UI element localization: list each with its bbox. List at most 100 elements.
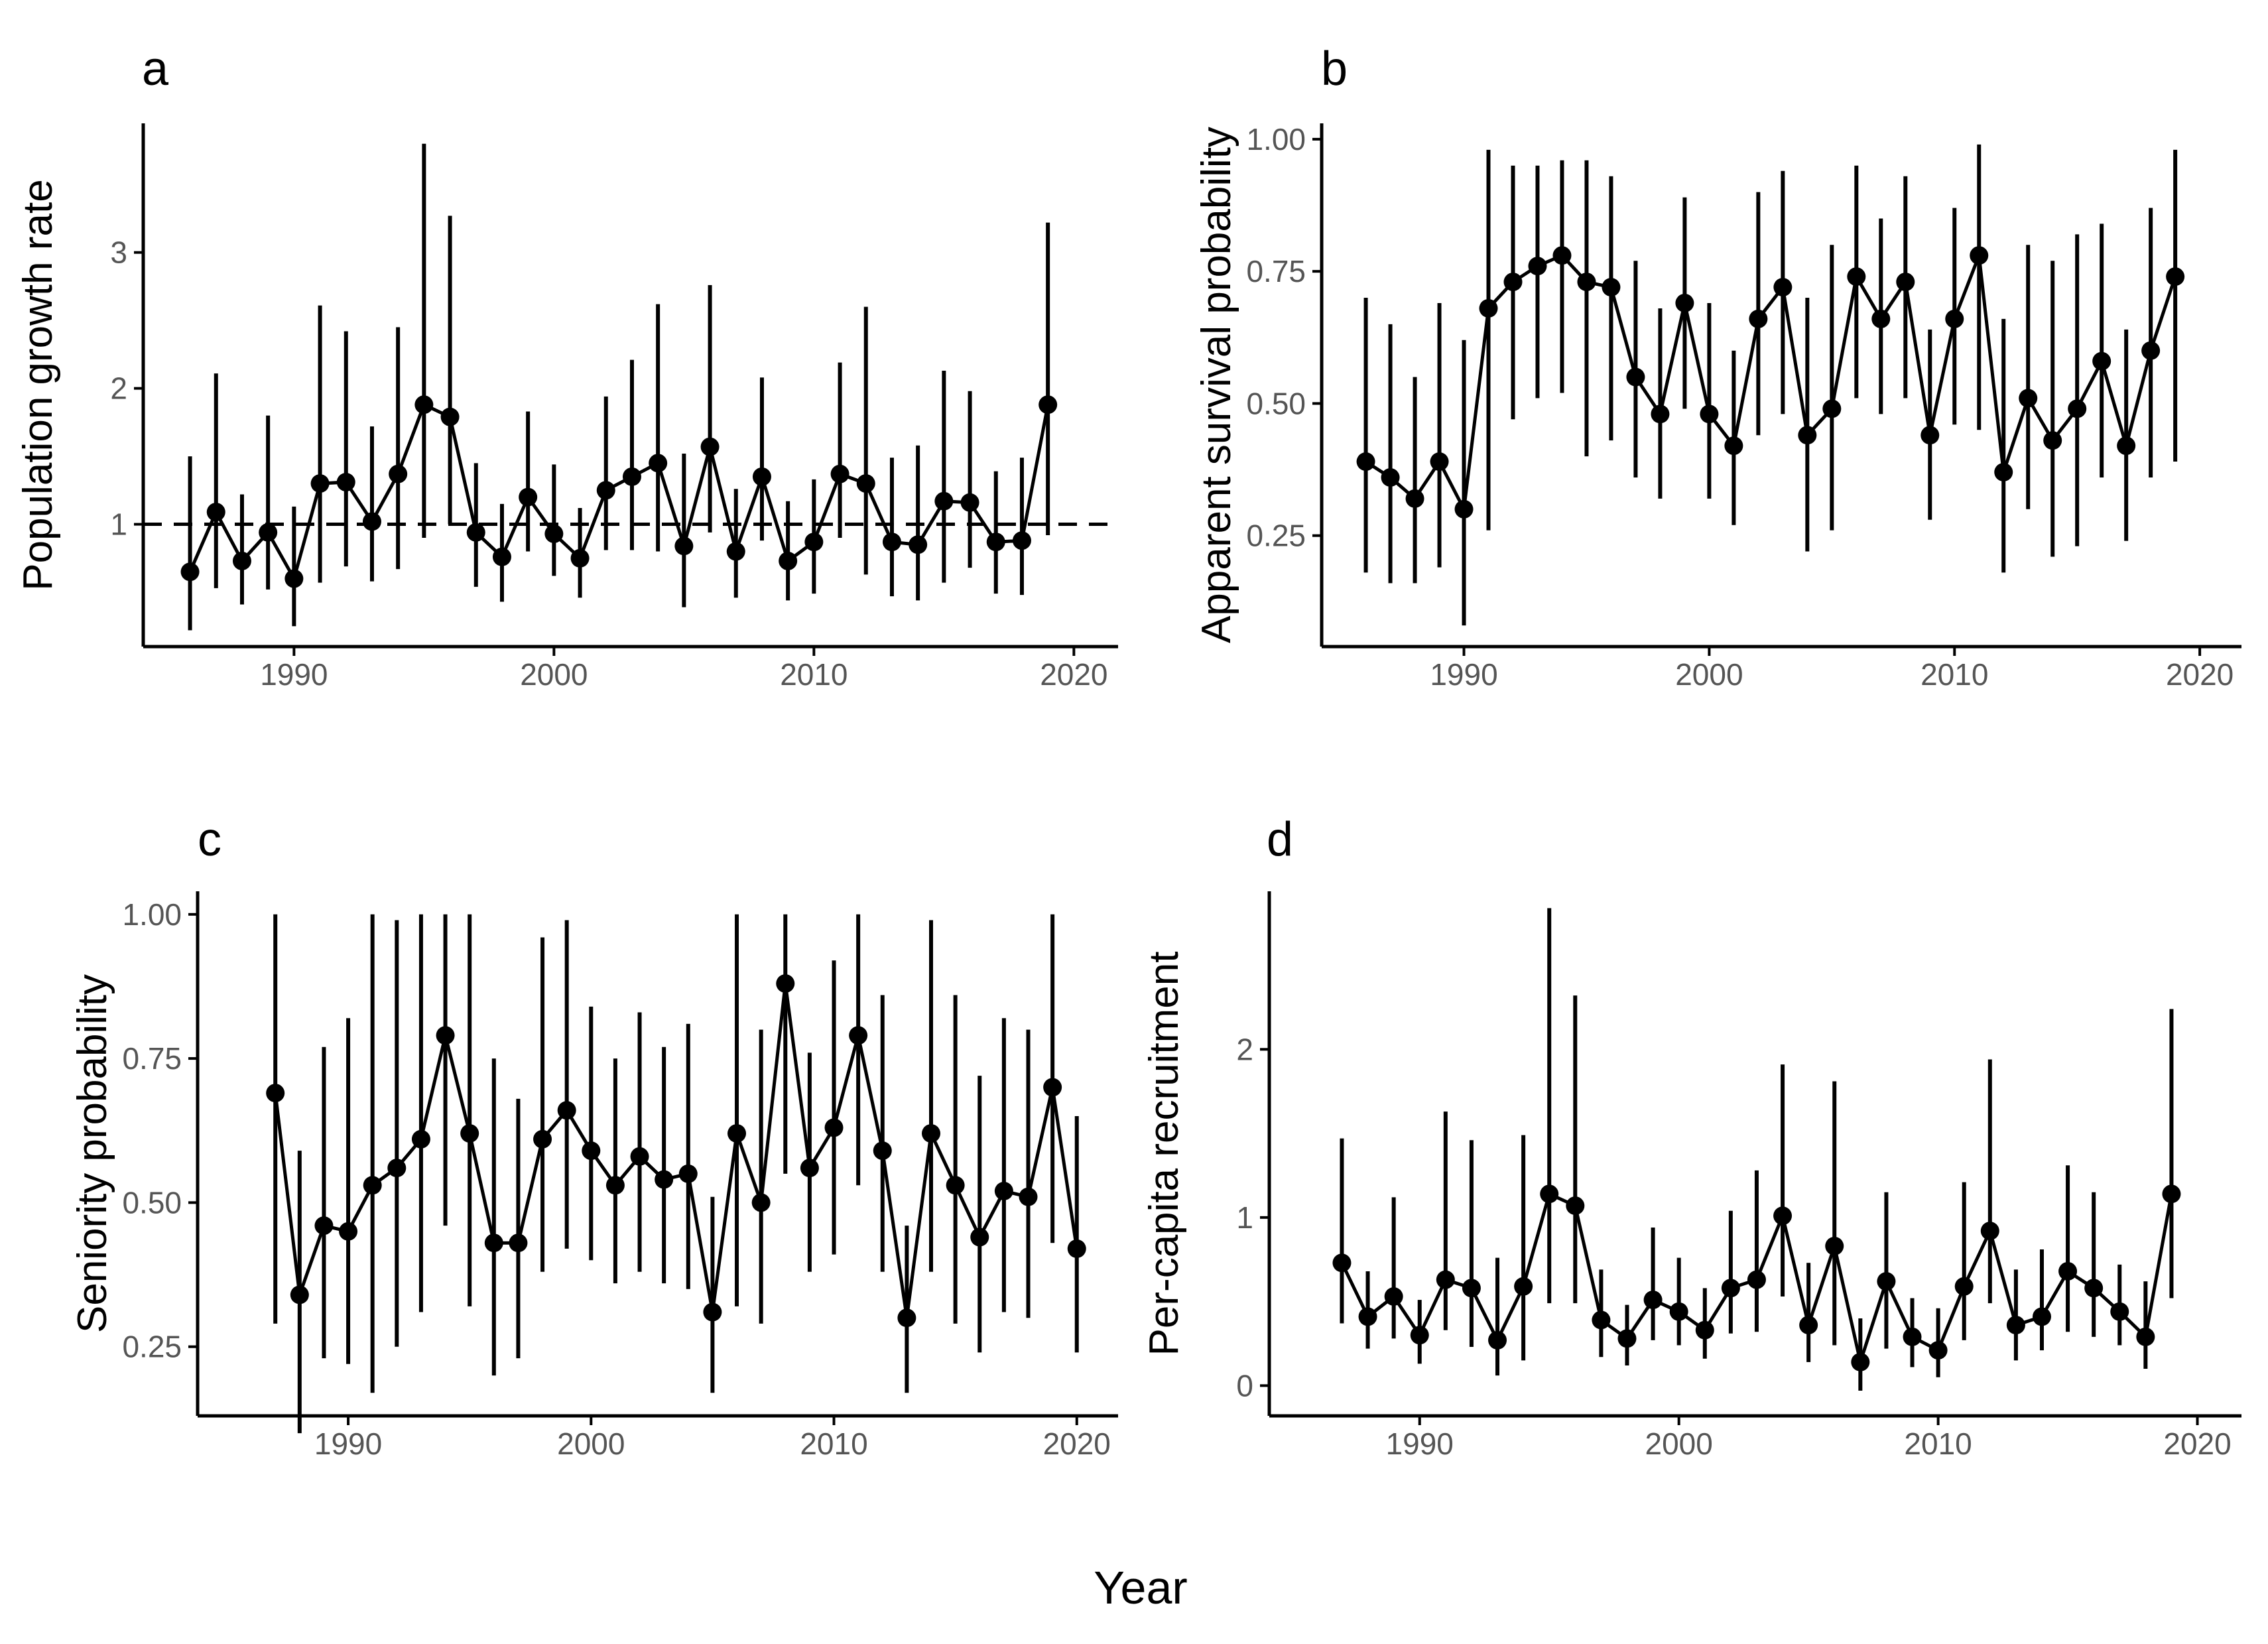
series-line — [188, 402, 1050, 584]
data-point — [1514, 1277, 1533, 1296]
data-point — [1358, 1307, 1377, 1326]
y-tick-label: 0.50 — [1246, 386, 1306, 420]
data-point — [1019, 1187, 1038, 1206]
data-point — [290, 1285, 309, 1304]
data-point — [1540, 1184, 1559, 1204]
data-point — [2043, 431, 2062, 450]
data-point — [1643, 1291, 1663, 1310]
data-point — [232, 551, 251, 570]
data-point — [1724, 436, 1743, 456]
data-point — [1577, 273, 1596, 292]
data-point — [1592, 1310, 1611, 1330]
data-point — [1773, 278, 1793, 297]
data-point — [1954, 1277, 1974, 1296]
y-tick-label: 0.75 — [122, 1041, 182, 1076]
data-point — [544, 524, 564, 543]
x-tick-label: 2000 — [1675, 657, 1743, 692]
data-point — [1381, 468, 1400, 487]
data-point — [909, 535, 928, 554]
x-tick-label: 2020 — [2163, 1426, 2231, 1461]
data-point — [830, 464, 850, 483]
data-point — [1903, 1327, 1922, 1346]
data-point — [1410, 1326, 1429, 1345]
data-point — [460, 1124, 479, 1143]
data-point — [284, 569, 304, 588]
data-point — [1669, 1302, 1688, 1321]
data-point — [2006, 1316, 2025, 1335]
data-point — [1503, 273, 1523, 292]
series-line — [1365, 253, 2177, 515]
data-point — [1430, 452, 1449, 472]
data-point — [1602, 278, 1621, 297]
data-point — [655, 1170, 674, 1189]
x-tick-label: 2010 — [1904, 1426, 1972, 1461]
data-point — [1896, 273, 1915, 292]
x-tick-label: 1990 — [1386, 1426, 1454, 1461]
data-point — [389, 464, 408, 483]
data-point — [1436, 1270, 1455, 1289]
data-point — [960, 493, 979, 512]
data-point — [1488, 1330, 1507, 1350]
x-tick-label: 2020 — [2166, 657, 2234, 692]
data-point — [436, 1026, 455, 1045]
data-point — [946, 1176, 965, 1195]
x-tick-label: 1990 — [1430, 657, 1497, 692]
data-point — [1847, 267, 1866, 286]
data-point — [1651, 405, 1670, 424]
y-axis-title: Per-capita recruitment — [1141, 952, 1187, 1356]
data-point — [674, 537, 694, 556]
data-point — [2019, 389, 2038, 408]
data-point — [1012, 531, 1031, 550]
data-point — [1945, 309, 1964, 328]
data-point — [1721, 1279, 1740, 1298]
data-point — [986, 533, 1005, 552]
data-point — [2092, 351, 2111, 371]
data-point — [363, 1176, 382, 1195]
x-axis-title-year: Year — [1094, 1562, 1187, 1613]
data-point — [605, 1176, 625, 1195]
panel-d: d 1990 2000 2010 2020 0 1 2 Per-capita recruitme… — [1141, 813, 2241, 1461]
panel-c: c 1990 2000 2010 2020 0.25 0.50 0.75 1.00 Seniori… — [70, 813, 1118, 1461]
x-tick-label: 2010 — [800, 1426, 867, 1461]
data-point — [649, 454, 668, 473]
data-point — [751, 1193, 771, 1212]
y-axis-title: Population growth rate — [15, 179, 61, 590]
x-tick-label: 1990 — [260, 657, 328, 692]
y-tick-label: 1 — [1236, 1200, 1253, 1235]
data-point — [180, 562, 200, 582]
x-tick-label: 2000 — [520, 657, 588, 692]
data-point — [2166, 267, 2185, 286]
data-point — [776, 974, 795, 993]
x-tick-label: 2000 — [1645, 1426, 1713, 1461]
data-point — [557, 1101, 576, 1120]
data-point — [630, 1147, 649, 1166]
data-point — [362, 512, 381, 531]
data-point — [1043, 1078, 1062, 1097]
data-point — [570, 548, 590, 568]
y-tick-label: 1.00 — [122, 897, 182, 932]
data-point — [824, 1118, 844, 1137]
data-point — [1747, 1270, 1766, 1289]
data-point — [206, 503, 225, 522]
data-point — [2068, 399, 2087, 418]
x-tick-label: 2020 — [1043, 1426, 1111, 1461]
data-point — [1773, 1206, 1793, 1226]
data-point — [314, 1216, 334, 1235]
data-point — [1675, 293, 1694, 312]
data-point — [2117, 436, 2136, 456]
data-point — [1822, 399, 1842, 418]
data-point — [703, 1302, 722, 1322]
x-tick-label: 2020 — [1040, 657, 1107, 692]
data-point — [492, 547, 511, 566]
data-point — [873, 1141, 892, 1161]
data-point — [519, 487, 538, 507]
data-point — [922, 1124, 941, 1143]
x-tick-label: 2010 — [1921, 657, 1988, 692]
data-point — [1384, 1287, 1403, 1306]
data-point — [994, 1182, 1013, 1200]
data-point — [1825, 1236, 1844, 1255]
data-point — [509, 1233, 528, 1253]
data-point — [2110, 1302, 2129, 1321]
y-tick-label: 1 — [110, 507, 127, 542]
